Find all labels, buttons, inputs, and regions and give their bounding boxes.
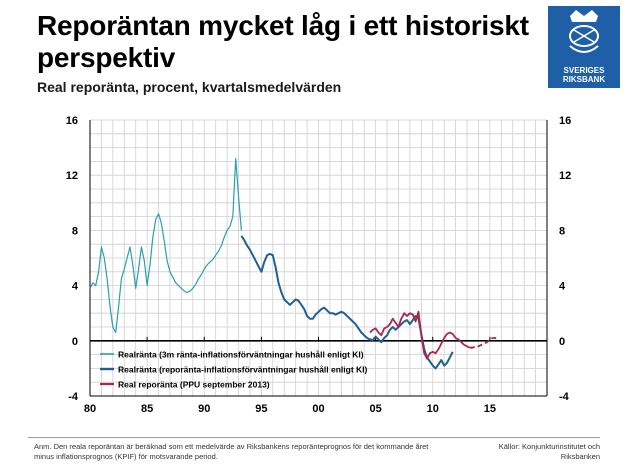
series-line-0 <box>89 158 242 334</box>
y-tick-label-right: 8 <box>559 225 565 237</box>
legend-label: Real reporänta (PPU september 2013) <box>118 380 270 390</box>
y-tick-label-left: 4 <box>72 281 79 293</box>
y-tick-label-right: 16 <box>559 115 571 127</box>
axes <box>89 120 548 397</box>
y-tick-label-left: 8 <box>72 225 78 237</box>
footer-note: Anm. Den reala reporäntan är beräknad so… <box>34 442 429 461</box>
crown-emblem-icon <box>569 10 599 53</box>
logo-line-1: SVERIGES <box>563 66 605 75</box>
riksbank-logo: SVERIGES RIKSBANK <box>548 6 620 88</box>
x-tick-label: 15 <box>484 403 496 415</box>
x-tick-label: 80 <box>84 403 96 415</box>
y-tick-label-left: 0 <box>72 336 78 348</box>
footer-source: Källor: Konjunkturinstitutet och Riksban… <box>498 442 600 461</box>
y-tick-label-right: 4 <box>559 281 566 293</box>
y-tick-label-right: 12 <box>559 170 571 182</box>
legend-label: Realränta (reporänta-inflationsförväntni… <box>118 365 368 375</box>
page-subtitle: Real reporänta, procent, kvartalsmedelvä… <box>37 79 342 95</box>
footer-divider <box>28 437 600 438</box>
forecast-series-line <box>469 335 499 349</box>
legend-label: Realränta (3m ränta-inflationsförväntnin… <box>118 350 364 360</box>
x-tick-label: 05 <box>370 403 382 415</box>
series-line-2 <box>369 310 471 360</box>
x-tick-label: 95 <box>255 403 267 415</box>
y-tick-label-left: -4 <box>68 391 79 403</box>
x-tick-label: 00 <box>312 403 324 415</box>
x-tick-label: 85 <box>141 403 153 415</box>
legend: Realränta (3m ränta-inflationsförväntnin… <box>100 350 368 390</box>
x-tick-label: 90 <box>198 403 210 415</box>
series-lines <box>89 158 499 370</box>
x-tick-label: 10 <box>427 403 439 415</box>
y-tick-label-right: 0 <box>559 336 565 348</box>
page-title: Reporäntan mycket låg i ett historiskt p… <box>37 10 529 73</box>
y-tick-label-left: 16 <box>66 115 78 127</box>
logo-line-2: RIKSBANK <box>562 75 606 84</box>
y-tick-label-left: 12 <box>66 170 78 182</box>
y-tick-label-right: -4 <box>559 391 570 403</box>
